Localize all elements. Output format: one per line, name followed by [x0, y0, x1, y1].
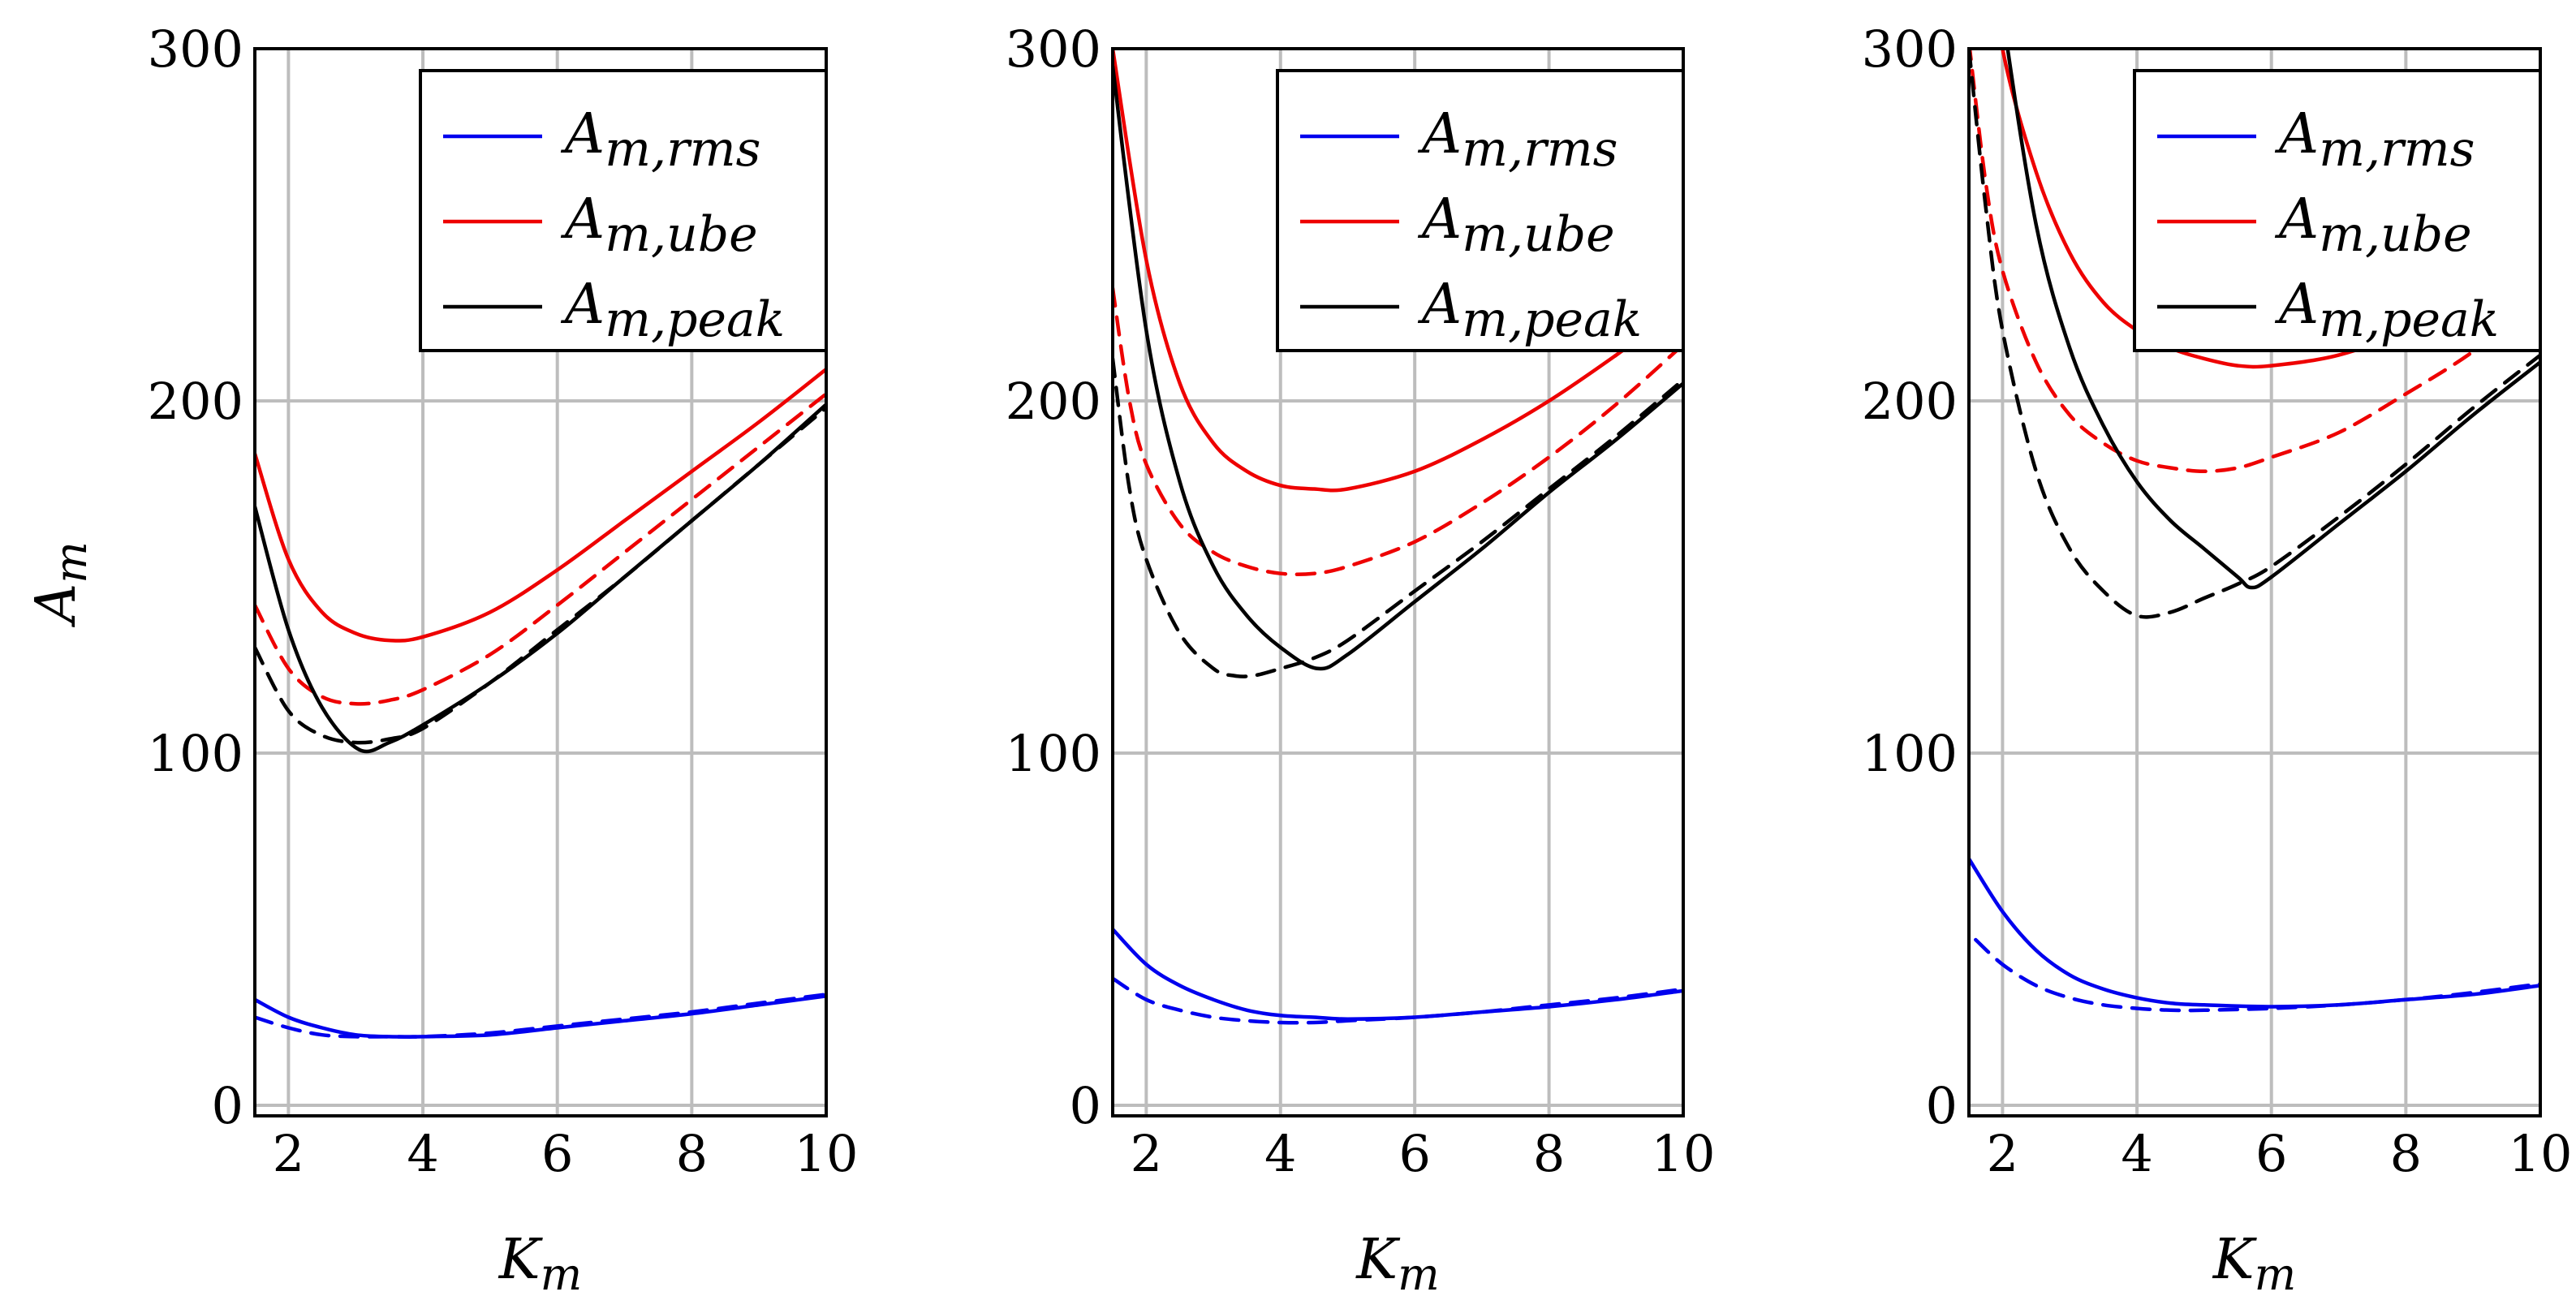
- series-line-a-m-rms: [1113, 927, 1683, 1021]
- series-line-a-m-ube-dashed-: [1113, 286, 1683, 576]
- y-tick-label: 200: [148, 372, 243, 431]
- legend-box: [2133, 69, 2542, 352]
- x-tick-label: 6: [2255, 1124, 2287, 1183]
- legend-label: Am,rms: [1417, 102, 1618, 178]
- series-line-a-m-rms-dashed-: [1113, 976, 1683, 1025]
- plot-frame: [1967, 47, 2542, 1117]
- x-tick-label: 6: [541, 1124, 573, 1183]
- legend: Am,rms Am,ube Am,peak: [1276, 69, 1685, 352]
- legend-box: [1276, 69, 1685, 352]
- y-tick-label: 200: [1006, 372, 1101, 431]
- x-tick-label: 10: [1652, 1124, 1716, 1183]
- x-tick-label: 8: [1533, 1124, 1565, 1183]
- series-line-a-m-peak-dashed-: [255, 406, 826, 745]
- x-tick-label: 2: [273, 1124, 304, 1183]
- series-line-a-m-ube: [255, 367, 826, 643]
- series-line-a-m-rms-dashed-: [1974, 937, 2540, 1013]
- y-tick-label: 0: [212, 1076, 243, 1135]
- legend: Am,rms Am,ube Am,peak: [419, 69, 828, 352]
- series-line-a-m-peak-dashed-: [1113, 356, 1683, 678]
- legend-label: Am,rms: [2274, 102, 2475, 178]
- legend-label: Am,ube: [2274, 187, 2472, 263]
- x-tick-label: 4: [407, 1124, 438, 1183]
- legend-label: Am,ube: [560, 187, 758, 263]
- plot-frame: [253, 47, 828, 1117]
- series-line-a-m-peak: [2005, 49, 2540, 590]
- series-line-a-m-peak-dashed-: [1969, 49, 2540, 619]
- x-tick-label: 10: [2509, 1124, 2573, 1183]
- series-group: [255, 367, 826, 1039]
- plot-frame: [1111, 47, 1685, 1117]
- x-axis-label: Km: [2212, 1228, 2296, 1300]
- legend: Am,rms Am,ube Am,peak: [2133, 69, 2542, 352]
- y-axis-label: Am: [24, 541, 97, 628]
- x-axis-label: Km: [498, 1228, 582, 1300]
- y-tick-label: 100: [1006, 724, 1101, 783]
- series-line-a-m-ube: [1113, 49, 1683, 493]
- series-line-a-m-peak: [1113, 64, 1683, 671]
- x-axis-label: Km: [1355, 1228, 1439, 1300]
- series-group: [1113, 49, 1683, 1025]
- legend-box: [419, 69, 828, 352]
- legend-label: Am,peak: [2274, 273, 2499, 348]
- y-tick-label: 0: [1070, 1076, 1101, 1135]
- y-tick-label: 300: [1862, 19, 1958, 79]
- x-tick-label: 4: [1264, 1124, 1296, 1183]
- y-tick-label: 300: [148, 19, 243, 79]
- series-line-a-m-ube-dashed-: [255, 392, 826, 706]
- y-tick-label: 300: [1006, 19, 1101, 79]
- y-tick-label: 100: [1862, 724, 1958, 783]
- legend-label: Am,rms: [560, 102, 760, 178]
- x-tick-label: 6: [1398, 1124, 1430, 1183]
- x-tick-label: 8: [2390, 1124, 2422, 1183]
- x-tick-label: 8: [676, 1124, 708, 1183]
- y-tick-label: 100: [148, 724, 243, 783]
- legend-label: Am,ube: [1417, 187, 1615, 263]
- x-tick-label: 10: [795, 1124, 859, 1183]
- y-tick-label: 200: [1862, 372, 1958, 431]
- series-line-a-m-peak: [255, 403, 826, 754]
- x-tick-label: 2: [1987, 1124, 2018, 1183]
- series-line-a-m-ube-dashed-: [1969, 49, 2540, 474]
- series-line-a-m-rms: [1969, 856, 2540, 1009]
- y-tick-label: 0: [1926, 1076, 1958, 1135]
- x-tick-label: 2: [1131, 1124, 1162, 1183]
- series-line-a-m-rms: [255, 994, 826, 1039]
- series-line-a-m-rms-dashed-: [255, 993, 826, 1039]
- legend-label: Am,peak: [1417, 273, 1642, 348]
- legend-label: Am,peak: [560, 273, 785, 348]
- x-tick-label: 4: [2121, 1124, 2152, 1183]
